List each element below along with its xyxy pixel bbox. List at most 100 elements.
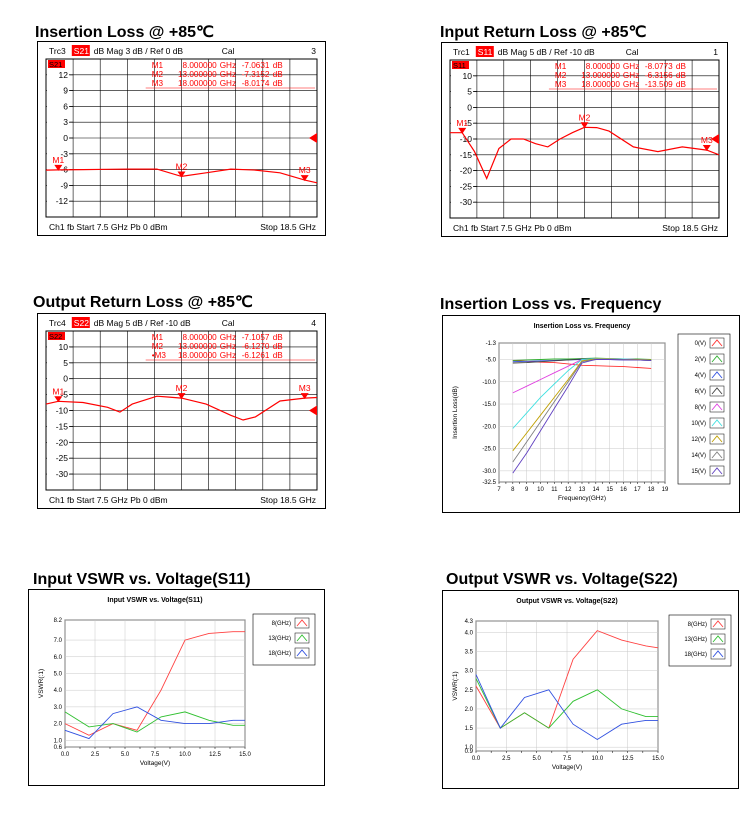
vna-ytick-bg bbox=[47, 406, 70, 415]
vna-ytick-label: 5 bbox=[467, 87, 472, 97]
vna-marker-row-value-unit: dB bbox=[273, 351, 284, 360]
chart-legend-swatch-box bbox=[294, 617, 310, 629]
chart-legend-swatch-box bbox=[709, 369, 725, 381]
chart-ytick-label: 7.0 bbox=[54, 638, 63, 644]
vna-ytick-bg bbox=[47, 453, 70, 463]
vna-marker-row-name: M3 bbox=[555, 80, 567, 89]
chart-legend-swatch-box bbox=[709, 449, 725, 461]
chart-legend-swatch-box bbox=[709, 385, 725, 397]
chart-title: Input VSWR vs. Voltage(S11) bbox=[107, 597, 202, 604]
chart-legend-swatch-line bbox=[296, 619, 308, 627]
vna-plot-s22: Trc4 S22 dB Mag 5 dB / Ref -10 dB Cal 4 Ch1 f… bbox=[45, 317, 318, 505]
chart-ytick-label: 1.5 bbox=[465, 726, 474, 732]
chart-xtick-label: 7.5 bbox=[151, 752, 160, 758]
vna-ytick-label: 0 bbox=[63, 374, 68, 384]
vna-marker-row-value: -8.0773 bbox=[645, 62, 673, 71]
vna-ytick-bg bbox=[47, 421, 70, 431]
chart-legend-swatch-line bbox=[711, 403, 723, 411]
vna-marker-row-freq-unit: GHz bbox=[220, 70, 236, 79]
vna-marker-triangle bbox=[300, 175, 309, 182]
chart-ylabel: VSWR(:1) bbox=[452, 671, 459, 700]
chart-legend-swatch-box bbox=[709, 465, 725, 477]
vna-panel-s21: Trc3 S21 dB Mag 3 dB / Ref 0 dB Cal 3 Ch1 fb … bbox=[37, 41, 326, 236]
chart-ytick-label: 4.0 bbox=[54, 688, 63, 694]
chart-ytick-label: -30.0 bbox=[482, 469, 496, 475]
vna-ytick-label: 9 bbox=[63, 86, 68, 96]
vna-cal-label: Cal bbox=[626, 47, 639, 57]
chart-legend-label: 8(GHz) bbox=[272, 621, 291, 627]
vna-marker-row-value-unit: dB bbox=[676, 71, 687, 80]
vna-ytick-bg bbox=[47, 117, 70, 127]
vna-ytick-label: 10 bbox=[463, 71, 473, 81]
chart-ytick-label: 0.6 bbox=[54, 745, 63, 751]
vna-ytick-bg bbox=[47, 358, 70, 368]
chart-ytick-label: 5.0 bbox=[54, 671, 63, 677]
vna-marker-row-value-unit: dB bbox=[273, 79, 284, 88]
chart-legend-swatch-line bbox=[711, 419, 723, 427]
vna-reference-arrow bbox=[711, 134, 719, 144]
chart-legend-swatch-box bbox=[709, 433, 725, 445]
vna-marker-row-freq: 8.000000 bbox=[586, 62, 621, 71]
vna-ytick-label: 5 bbox=[63, 358, 68, 368]
vna-marker-row-value-unit: dB bbox=[273, 333, 284, 342]
vna-ytick-label: -15 bbox=[56, 421, 69, 431]
vna-marker-row-freq-unit: GHz bbox=[623, 62, 639, 71]
vna-marker-triangle bbox=[54, 164, 63, 171]
chart-ylabel: VSWR(:1) bbox=[38, 669, 45, 698]
vna-marker-row-freq-unit: GHz bbox=[220, 333, 236, 342]
chart-xtick-label: 0.0 bbox=[472, 756, 481, 762]
chart-legend-swatch-box bbox=[709, 353, 725, 365]
panel-title-insertion-loss-vs-frequency: Insertion Loss vs. Frequency bbox=[440, 296, 662, 313]
chart-ytick-label: -32.5 bbox=[482, 480, 496, 486]
vna-ytick-label: 10 bbox=[59, 342, 69, 352]
vna-marker-label: M2 bbox=[176, 161, 188, 171]
chart-xtick-label: 2.5 bbox=[502, 756, 511, 762]
chart-legend-label: 18(GHz) bbox=[684, 652, 707, 658]
vna-ytick-bg bbox=[47, 70, 70, 80]
vna-cal-label: Cal bbox=[222, 318, 235, 328]
chart-legend-swatch-box bbox=[710, 633, 726, 645]
vna-marker-triangle bbox=[580, 122, 589, 129]
vna-ytick-bg bbox=[451, 71, 474, 81]
chart-insertion-loss-vs-frequency: Insertion Loss vs. Frequency 7 8 9 10 11 12 13 1… bbox=[452, 323, 731, 502]
vna-ytick-bg bbox=[47, 86, 70, 96]
vna-marker-row-name: M2 bbox=[152, 70, 164, 79]
vna-marker-row-value: -6.3156 bbox=[645, 71, 673, 80]
chart-ytick-label: 2.0 bbox=[54, 722, 63, 728]
vna-marker-row-freq-unit: GHz bbox=[623, 80, 639, 89]
vna-ytick-bg bbox=[451, 118, 474, 128]
vna-ytick-bg bbox=[47, 374, 70, 384]
vna-marker-row-name: M1 bbox=[152, 61, 164, 70]
vna-marker-triangle bbox=[177, 393, 186, 400]
vna-param-label: S21 bbox=[74, 46, 89, 56]
vna-marker-row-freq: 8.000000 bbox=[183, 333, 218, 342]
chart-legend-swatch-line bbox=[711, 339, 723, 347]
vna-ytick-bg bbox=[451, 150, 474, 160]
chart-series-line bbox=[64, 706, 245, 740]
chart-ytick-label: -15.0 bbox=[482, 402, 496, 408]
vna-marker-row-value: -6.1261 bbox=[242, 351, 270, 360]
vna-ytick-label: -25 bbox=[56, 453, 69, 463]
vna-reference-arrow bbox=[309, 405, 317, 416]
vna-marker-label: M3 bbox=[299, 165, 311, 175]
panel-title-input-vswr: Input VSWR vs. Voltage(S11) bbox=[33, 571, 251, 588]
chart-ytick-label: 2.0 bbox=[465, 707, 474, 713]
chart-legend-swatch-line bbox=[712, 635, 724, 643]
chart-panel-output-vswr: Output VSWR vs. Voltage(S22) 0.0 2.5 5.0 7.5… bbox=[442, 590, 739, 789]
chart-xtick-label: 17 bbox=[634, 487, 641, 493]
chart-series-line bbox=[64, 631, 245, 736]
vna-channel-number: 4 bbox=[311, 318, 316, 328]
vna-format-label: dB Mag 3 dB / Ref 0 dB bbox=[94, 46, 184, 56]
vna-param-badge bbox=[71, 45, 90, 56]
chart-xtick-label: 8 bbox=[511, 487, 515, 493]
chart-ytick-label: 4.3 bbox=[465, 619, 474, 625]
vna-marker-row-freq-unit: GHz bbox=[220, 351, 236, 360]
chart-xtick-label: 7.5 bbox=[563, 756, 572, 762]
chart-legend-swatch-box bbox=[709, 337, 725, 349]
chart-xtick-label: 15 bbox=[606, 487, 613, 493]
chart-legend-swatch-line bbox=[296, 649, 308, 657]
vna-ytick-bg bbox=[47, 101, 70, 111]
chart-legend-label: 13(GHz) bbox=[268, 636, 291, 642]
chart-xtick-label: 13 bbox=[579, 487, 586, 493]
chart-xtick-label: 14 bbox=[592, 487, 599, 493]
